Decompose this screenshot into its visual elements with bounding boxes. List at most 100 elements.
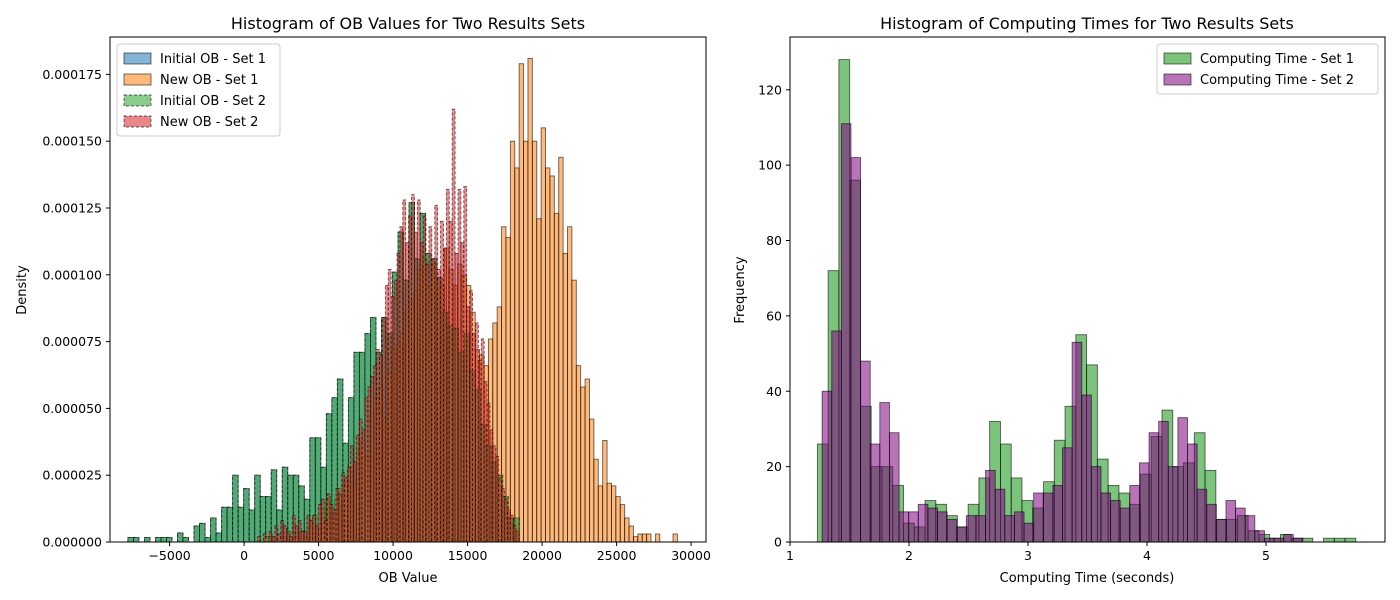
histogram-bar: [504, 498, 508, 543]
histogram-bar: [379, 354, 383, 543]
x-tick-label: 4: [1143, 548, 1151, 563]
histogram-bar: [637, 533, 643, 543]
histogram-bar: [210, 517, 217, 543]
y-tick-label: 0.000100: [42, 267, 102, 282]
histogram-bar: [226, 506, 234, 543]
histogram-bar: [1042, 492, 1054, 543]
histogram-bar: [549, 175, 555, 543]
histogram-bar: [553, 212, 560, 543]
histogram-bar: [177, 532, 184, 543]
time-y-axis-label: Frequency: [733, 256, 748, 323]
legend-swatch: [123, 94, 152, 107]
x-tick-label: −5000: [148, 548, 190, 563]
histogram-bar: [248, 509, 256, 543]
histogram-bar: [879, 402, 890, 543]
histogram-bar: [1225, 500, 1237, 543]
histogram-bar: [259, 496, 267, 543]
legend-swatch: [1163, 52, 1192, 65]
histogram-bar: [498, 477, 503, 543]
histogram-bar: [888, 432, 900, 543]
histogram-bar: [1344, 537, 1357, 543]
histogram-bar: [515, 530, 520, 543]
x-tick-label: 30000: [671, 548, 711, 563]
y-tick-label: 80: [766, 233, 782, 248]
histogram-bar: [443, 247, 447, 543]
histogram-bar: [166, 537, 173, 543]
ob-histogram-chart: Histogram of OB Values for Two Results S…: [15, 14, 711, 586]
histogram-bar: [606, 482, 612, 543]
histogram-bar: [545, 167, 551, 543]
histogram-bar: [1033, 492, 1044, 543]
histogram-bar: [956, 526, 967, 543]
histogram-bar: [1129, 485, 1140, 543]
series-3-bars: [257, 108, 520, 543]
y-tick-label: 0.000175: [42, 67, 102, 82]
histogram-bar: [1196, 488, 1208, 543]
histogram-bar: [611, 485, 617, 543]
histogram-bar: [221, 506, 228, 543]
histogram-bar: [1283, 534, 1294, 543]
y-tick-label: 100: [758, 158, 782, 173]
histogram-bar: [575, 365, 582, 543]
histogram-bar: [1215, 518, 1227, 543]
histogram-bar: [204, 537, 212, 543]
histogram-bar: [1013, 511, 1025, 543]
histogram-bar: [994, 488, 1006, 543]
histogram-bar: [654, 533, 661, 543]
histogram-bar: [463, 186, 468, 543]
x-tick-label: 10000: [373, 548, 413, 563]
histogram-bar: [589, 418, 595, 543]
histogram-bar: [597, 485, 604, 543]
histogram-bar: [1177, 417, 1188, 543]
histogram-bar: [562, 252, 568, 543]
histogram-bar: [1052, 485, 1063, 543]
y-tick-label: 0.000025: [42, 468, 102, 483]
histogram-bar: [254, 474, 261, 543]
legend-swatch: [123, 52, 152, 65]
ob-x-axis-label: OB Value: [379, 571, 438, 586]
y-tick-label: 0.000000: [42, 535, 102, 550]
ob-plot-frame: [109, 36, 707, 543]
histogram-bar: [483, 381, 488, 543]
histogram-bar: [283, 525, 288, 543]
histogram-bar: [1206, 503, 1217, 543]
y-tick-label: 120: [758, 82, 782, 97]
histogram-bar: [514, 167, 520, 543]
x-tick-label: 20000: [522, 548, 562, 563]
histogram-bar: [850, 157, 862, 543]
histogram-bar: [869, 443, 881, 543]
histogram-bar: [243, 488, 250, 543]
ob-x-ticks: −5000 0 5000 10000 15000 20000 25000 30000: [148, 542, 711, 563]
histogram-bar: [602, 440, 608, 543]
histogram-bar: [1187, 443, 1198, 543]
legend-label: New OB - Set 2: [160, 115, 258, 130]
histogram-bar: [531, 140, 538, 543]
histogram-bar: [448, 220, 453, 543]
histogram-bar: [908, 511, 919, 543]
histogram-bar: [927, 507, 938, 543]
histogram-bar: [440, 220, 444, 543]
histogram-bar: [860, 360, 871, 543]
histogram-bar: [1292, 537, 1304, 543]
histogram-bar: [831, 330, 842, 543]
histogram-bar: [527, 57, 533, 543]
y-tick-label: 60: [766, 308, 782, 323]
histogram-bar: [567, 226, 573, 543]
legend-label: Initial OB - Set 2: [160, 94, 266, 109]
histogram-bar: [1004, 515, 1015, 543]
histogram-bar: [1301, 537, 1314, 543]
histogram-bar: [646, 533, 652, 543]
histogram-bar: [143, 537, 151, 543]
histogram-bar: [985, 469, 996, 543]
histogram-bar: [1263, 537, 1275, 543]
time-x-ticks: 1 2 3 4 5: [786, 542, 1270, 563]
x-tick-label: 15000: [448, 548, 488, 563]
histogram-bar: [1081, 394, 1092, 543]
histogram-bar: [965, 515, 977, 543]
y-tick-label: 0.000075: [42, 334, 102, 349]
y-tick-label: 0.000125: [42, 201, 102, 216]
histogram-bar: [946, 518, 958, 543]
histogram-bar: [518, 63, 525, 543]
histogram-bar: [540, 127, 546, 543]
histogram-bar: [1167, 466, 1179, 543]
